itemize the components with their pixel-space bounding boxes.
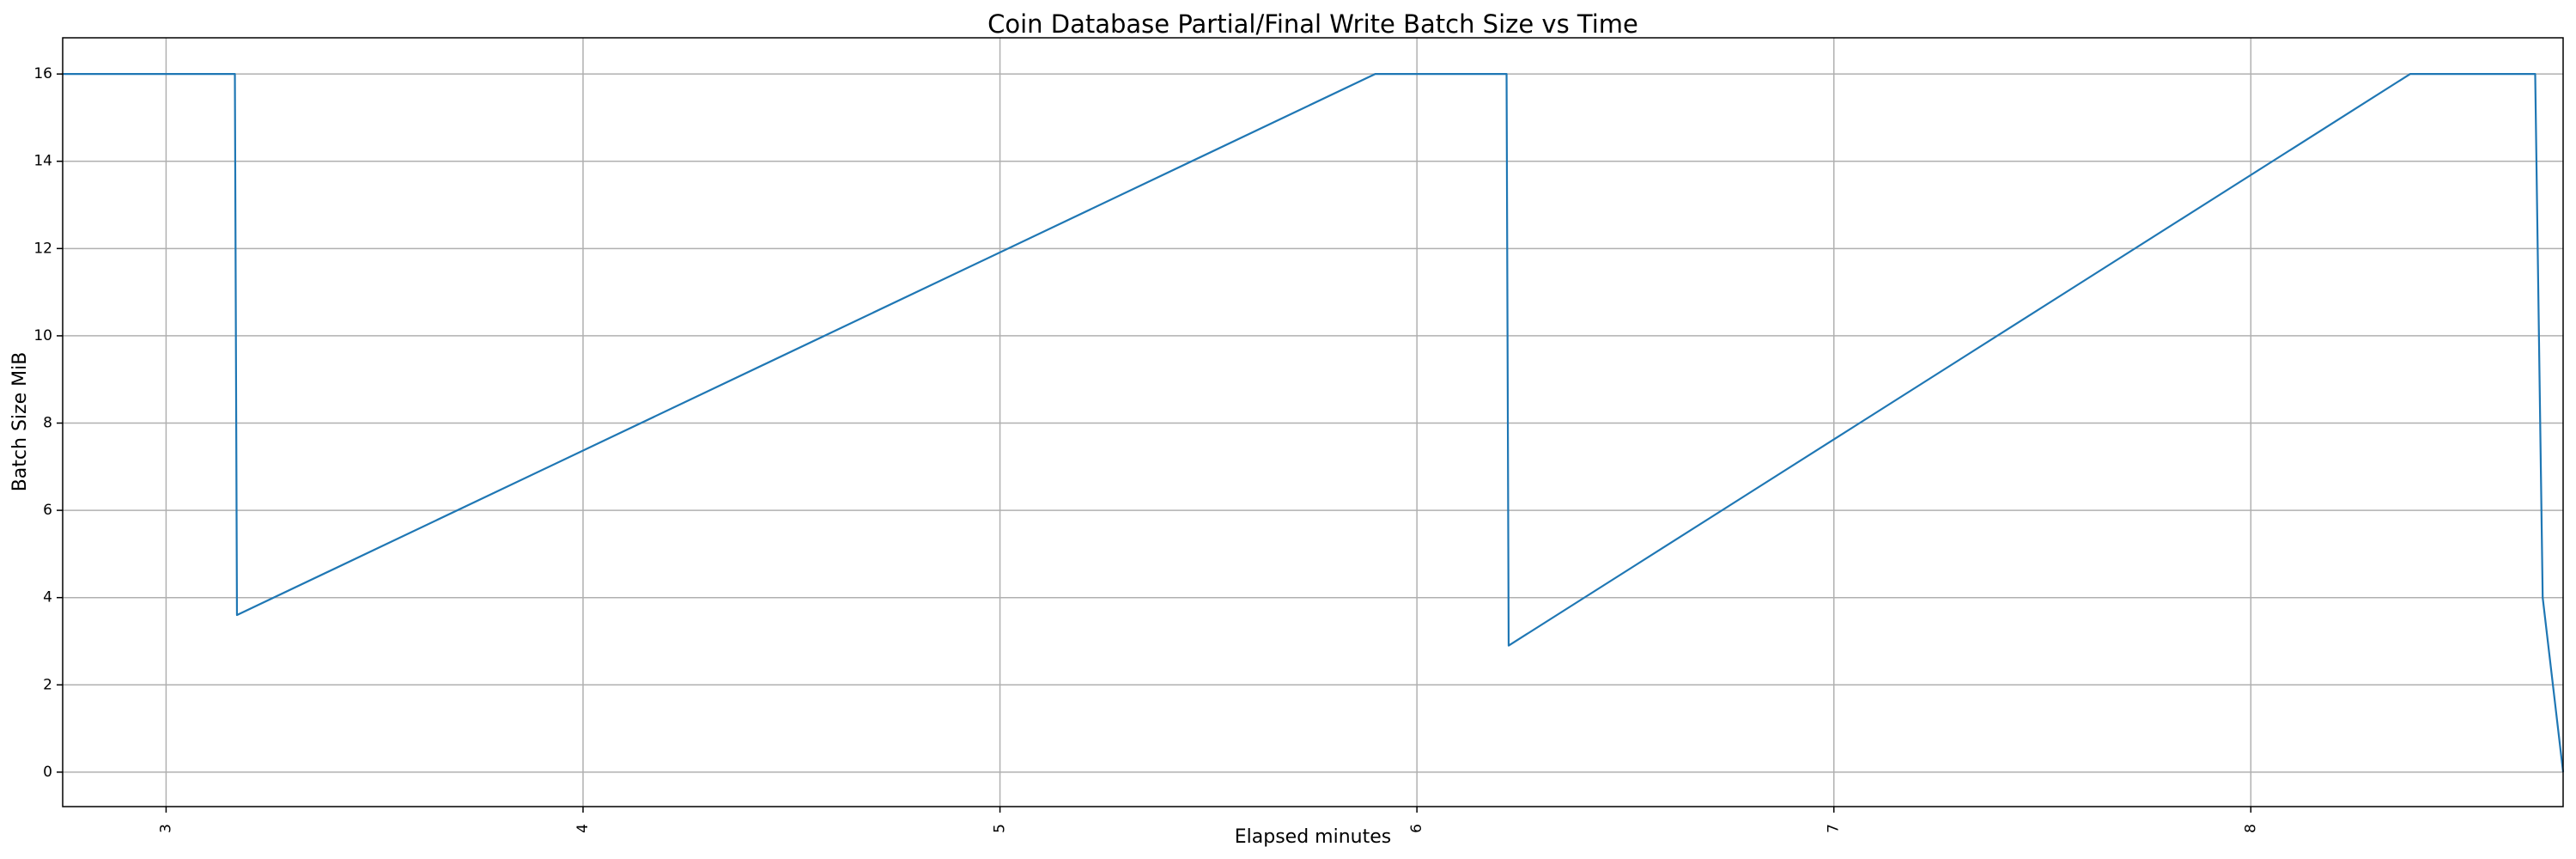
x-tick-label: 6	[1408, 824, 1425, 833]
data-line	[63, 73, 2565, 772]
x-tick-label: 8	[2242, 824, 2259, 833]
y-tick-label: 14	[33, 153, 52, 170]
x-tick-label: 7	[1826, 824, 1843, 833]
y-axis-label: Batch Size MiB	[9, 352, 31, 492]
x-axis-label: Elapsed minutes	[1235, 826, 1391, 848]
y-tick-label: 12	[33, 240, 52, 257]
y-tick-label: 8	[43, 415, 52, 432]
chart-title: Coin Database Partial/Final Write Batch …	[987, 9, 1638, 39]
y-tick-label: 0	[43, 764, 52, 781]
x-tick-label: 4	[574, 824, 592, 833]
x-tick-label: 5	[992, 824, 1009, 833]
y-tick-label: 4	[43, 589, 52, 606]
y-tick-label: 2	[43, 676, 52, 693]
x-tick-label: 3	[157, 824, 174, 833]
plot-frame	[62, 37, 2564, 807]
y-tick-label: 6	[43, 502, 52, 519]
y-tick-label: 10	[33, 327, 52, 344]
y-tick-label: 16	[33, 65, 52, 82]
